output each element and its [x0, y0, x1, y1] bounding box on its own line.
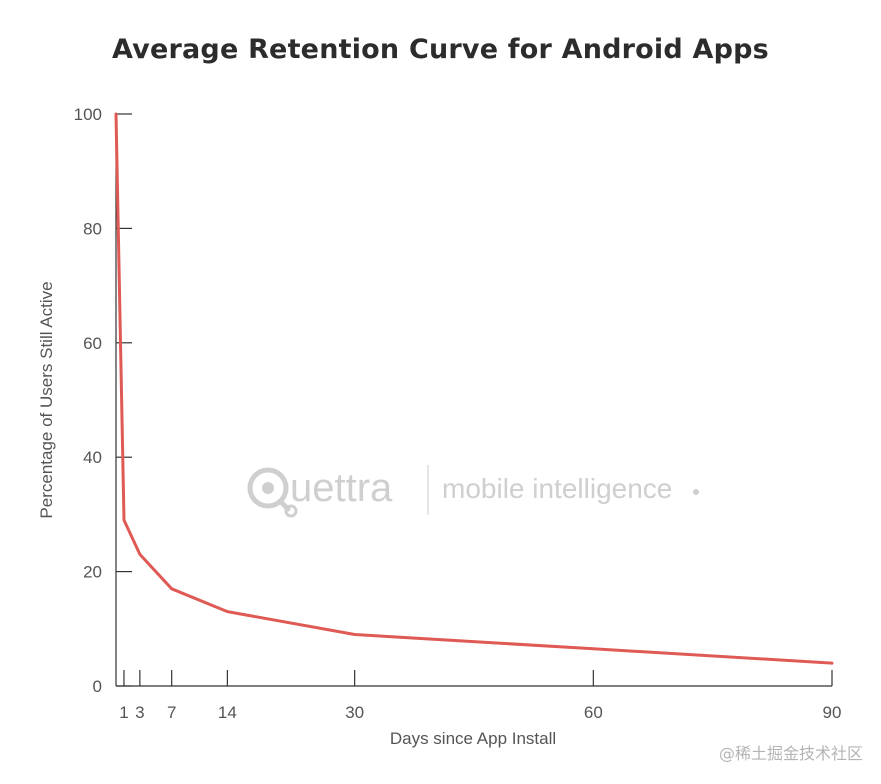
watermark-brand: uettra	[290, 466, 393, 510]
y-tick-label: 20	[83, 563, 102, 582]
x-tick-label: 60	[584, 703, 603, 722]
watermark-dot	[693, 489, 699, 495]
x-tick-label: 30	[345, 703, 364, 722]
y-tick-label: 100	[74, 105, 102, 124]
retention-line	[114, 112, 834, 665]
x-tick-label: 7	[167, 703, 176, 722]
y-tick-label: 40	[83, 448, 102, 467]
chart-title: Average Retention Curve for Android Apps	[112, 34, 769, 65]
plot-area	[114, 112, 834, 665]
y-tick-label: 60	[83, 334, 102, 353]
x-tick-label: 90	[823, 703, 842, 722]
y-axis-title: Percentage of Users Still Active	[37, 281, 56, 518]
x-axis-title: Days since App Install	[390, 729, 556, 748]
quettra-watermark: uettra mobile intelligence	[247, 465, 699, 518]
axes	[115, 114, 832, 687]
x-tick-label: 3	[135, 703, 144, 722]
y-tick-label: 80	[83, 219, 102, 238]
magnifier-q-icon	[247, 467, 298, 518]
x-tick-label: 14	[218, 703, 237, 722]
y-tick-label: 0	[93, 677, 102, 696]
watermark-tagline: mobile intelligence	[442, 473, 672, 504]
tick-marks: 0 20 40 60 80 100 1 3 7 14 30 60 90	[74, 105, 842, 722]
x-tick-label: 1	[119, 703, 128, 722]
footer-watermark: @稀土掘金技术社区	[718, 744, 863, 763]
